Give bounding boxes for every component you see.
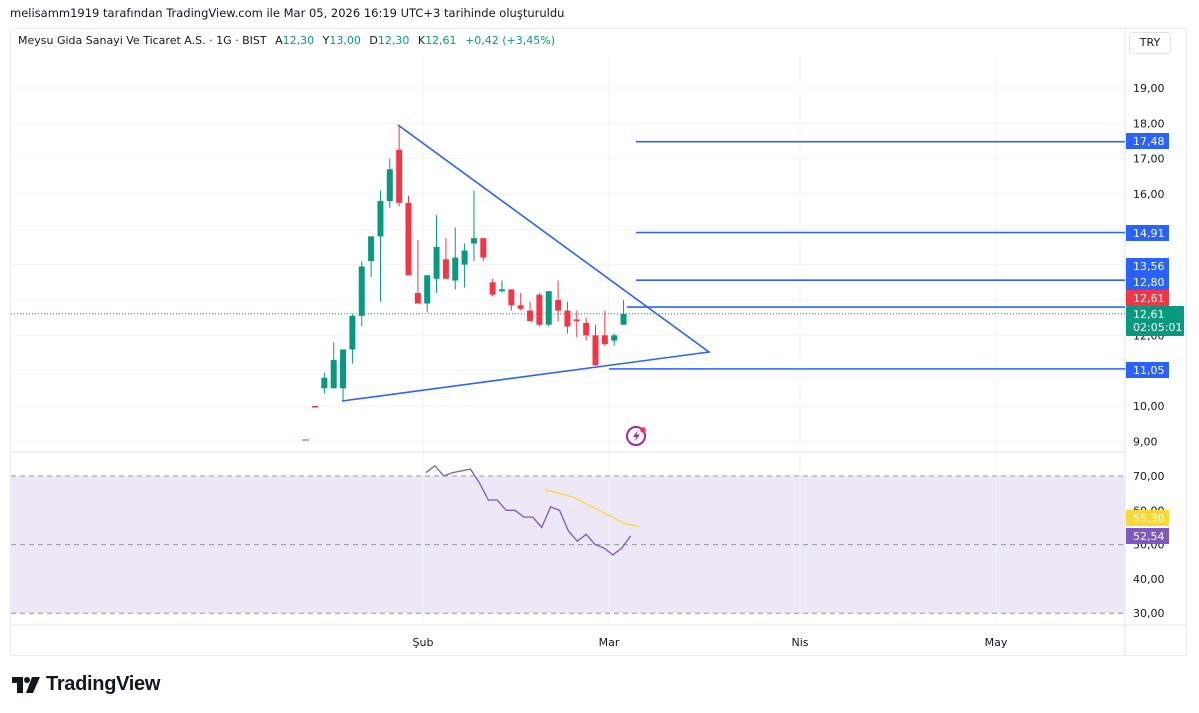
bar-countdown: 02:05:01 [1133,321,1182,334]
time-axis-label: May [985,636,1008,649]
time-axis-label: Mar [599,636,620,649]
candle-body[interactable] [592,335,599,366]
price-axis-label: 17,00 [1133,153,1165,166]
candle-body[interactable] [527,310,534,322]
chart-caption: melisamm1919 tarafından TradingView.com … [10,6,565,20]
rsi-tag [1126,528,1169,544]
symbol-name[interactable]: Meysu Gida Sanayi Ve Ticaret A.S. · 1G ·… [18,34,267,47]
price-tag-value: 13,56 [1133,260,1165,273]
candle-body[interactable] [358,266,365,316]
price-tag-value: 12,61 [1133,292,1165,305]
candle-body[interactable] [340,349,347,389]
price-tag [1126,274,1169,290]
last-price-value: 12,61 [1133,308,1165,321]
candle-body[interactable] [396,149,403,203]
candle-body[interactable] [620,313,627,325]
open-value: 12,30 [282,34,315,47]
candle-body[interactable] [536,294,543,325]
candle-body[interactable] [433,246,440,279]
currency-button[interactable]: TRY [1129,32,1171,54]
price-tag [1126,225,1169,241]
candle-body[interactable] [461,250,468,265]
candle-body[interactable] [564,310,571,327]
candle-body[interactable] [573,319,580,322]
rsi-axis-label: 70,00 [1133,470,1165,483]
candle-body[interactable] [545,291,552,325]
candle-body[interactable] [470,238,477,244]
price-tag-value: 17,48 [1133,135,1165,148]
candle-body[interactable] [424,275,431,304]
rsi-tag-value: 55,30 [1133,512,1165,525]
time-axis-label: Nis [791,636,808,649]
time-axis-label: Şub [413,636,434,649]
tradingview-logo-icon [12,676,40,693]
candle-body[interactable] [349,315,356,350]
price-tag-value: 12,80 [1133,276,1165,289]
rsi-tag-value: 52,54 [1133,530,1165,543]
price-tag [1126,290,1169,306]
price-tag [1126,133,1169,149]
candle-body[interactable] [386,169,393,202]
price-axis-label: 10,00 [1133,400,1165,413]
tradingview-logo: TradingView [12,673,160,696]
close-value: 12,61 [425,34,457,47]
change-value: +0,42 (+3,45%) [465,34,556,47]
candle-body[interactable] [499,289,505,292]
candle-body[interactable] [489,282,496,295]
rsi-axis-label: 40,00 [1133,573,1165,586]
symbol-legend: Meysu Gida Sanayi Ve Ticaret A.S. · 1G ·… [18,34,556,47]
candle-body[interactable] [452,257,459,281]
price-tag [1126,258,1169,274]
candle-body[interactable] [517,305,524,309]
price-tag-value: 14,91 [1133,227,1165,240]
candle-body[interactable] [611,335,618,341]
price-axis-label: 9,00 [1133,435,1158,448]
lightning-event-icon[interactable] [626,426,646,446]
high-value: 13,00 [329,34,361,47]
candle-body[interactable] [583,322,590,336]
candle-body[interactable] [330,360,337,389]
rsi-axis-label: 30,00 [1133,607,1165,620]
candle-body[interactable] [480,238,487,258]
rsi-ma-line [544,489,640,528]
candle-body[interactable] [377,201,384,237]
candle-body[interactable] [368,236,375,262]
price-axis-label: 18,00 [1133,117,1165,130]
candle-body[interactable] [414,292,421,304]
rsi-tag [1126,510,1169,526]
price-tag-value: 11,05 [1133,364,1165,377]
candle-body[interactable] [405,202,412,276]
candle-body[interactable] [555,299,562,311]
rsi-line [425,464,632,556]
price-axis-label: 19,00 [1133,82,1165,95]
candle-body[interactable] [442,259,449,279]
triangle-drawing[interactable] [341,124,712,402]
candle-body[interactable] [508,289,515,306]
last-price-tag [1126,306,1184,336]
candle-body[interactable] [321,377,328,389]
price-axis-label: 16,00 [1133,188,1165,201]
candle-body[interactable] [312,405,318,408]
low-value: 12,30 [377,34,410,47]
price-tag [1126,362,1169,378]
candle-body[interactable] [601,335,608,345]
chart-frame [10,28,1187,656]
